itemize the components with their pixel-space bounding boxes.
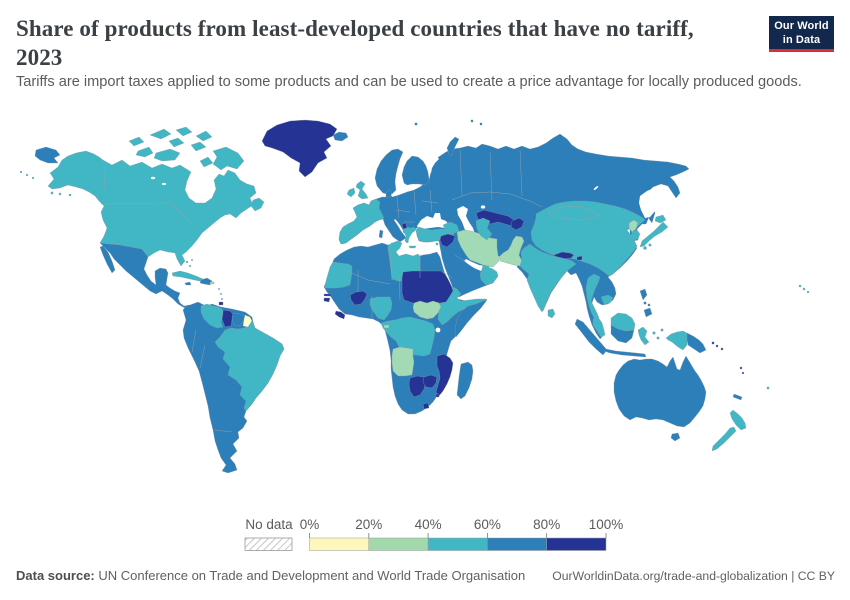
svg-text:60%: 60% [474, 517, 501, 532]
svg-text:100%: 100% [589, 517, 624, 532]
svg-text:40%: 40% [415, 517, 442, 532]
svg-text:80%: 80% [533, 517, 560, 532]
svg-text:0%: 0% [300, 517, 320, 532]
svg-text:20%: 20% [355, 517, 382, 532]
svg-text:No data: No data [245, 517, 293, 532]
